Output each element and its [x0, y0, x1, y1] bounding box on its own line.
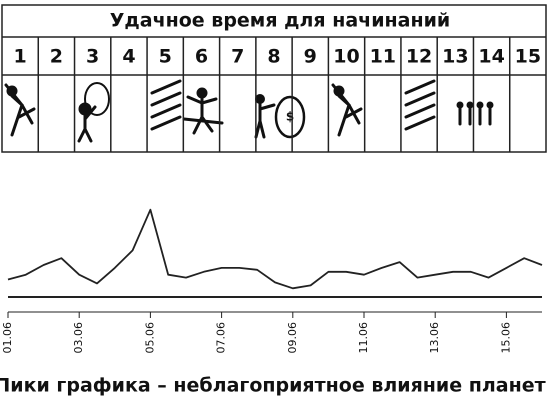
day-number: 7 [231, 46, 244, 68]
day-number: 13 [442, 46, 468, 68]
day-number: 3 [86, 46, 99, 68]
figure-icon [254, 94, 306, 139]
day-number: 4 [122, 46, 135, 68]
x-tick-label: 05.06 [143, 322, 156, 354]
x-tick-label: 15.06 [499, 322, 512, 354]
day-number: 10 [333, 46, 359, 68]
x-tick-label: 07.06 [215, 322, 228, 354]
day-number: 1 [14, 46, 27, 68]
day-number: 15 [515, 46, 541, 68]
line-series [7, 208, 543, 290]
day-number: 12 [406, 46, 432, 68]
day-number: 11 [370, 46, 396, 68]
figure-icon [77, 82, 110, 143]
x-tick-label: 13.06 [428, 322, 441, 354]
table-title: Удачное время для начинаний [110, 10, 450, 32]
figure-icon [331, 83, 363, 137]
x-tick-label: 11.06 [357, 322, 370, 354]
day-number: 9 [304, 46, 317, 68]
x-tick-label: 09.06 [286, 322, 299, 354]
figure-icon [182, 87, 224, 135]
x-tick-label: 03.06 [72, 322, 85, 354]
day-number: 2 [50, 46, 63, 68]
day-number: 5 [159, 46, 172, 68]
group-icon [456, 101, 494, 126]
icons: $ [4, 79, 494, 143]
stripes-icon [150, 79, 182, 131]
icon-glyph: $ [286, 110, 294, 124]
figure-icon [4, 83, 36, 137]
day-number: 6 [195, 46, 208, 68]
stripes-icon [404, 79, 436, 131]
x-tick-label: 01.06 [1, 322, 14, 354]
caption: Пики графика – неблагоприятное влияние п… [0, 375, 546, 397]
day-number: 8 [267, 46, 280, 68]
table-frame [1, 4, 547, 153]
day-number: 14 [478, 46, 504, 68]
